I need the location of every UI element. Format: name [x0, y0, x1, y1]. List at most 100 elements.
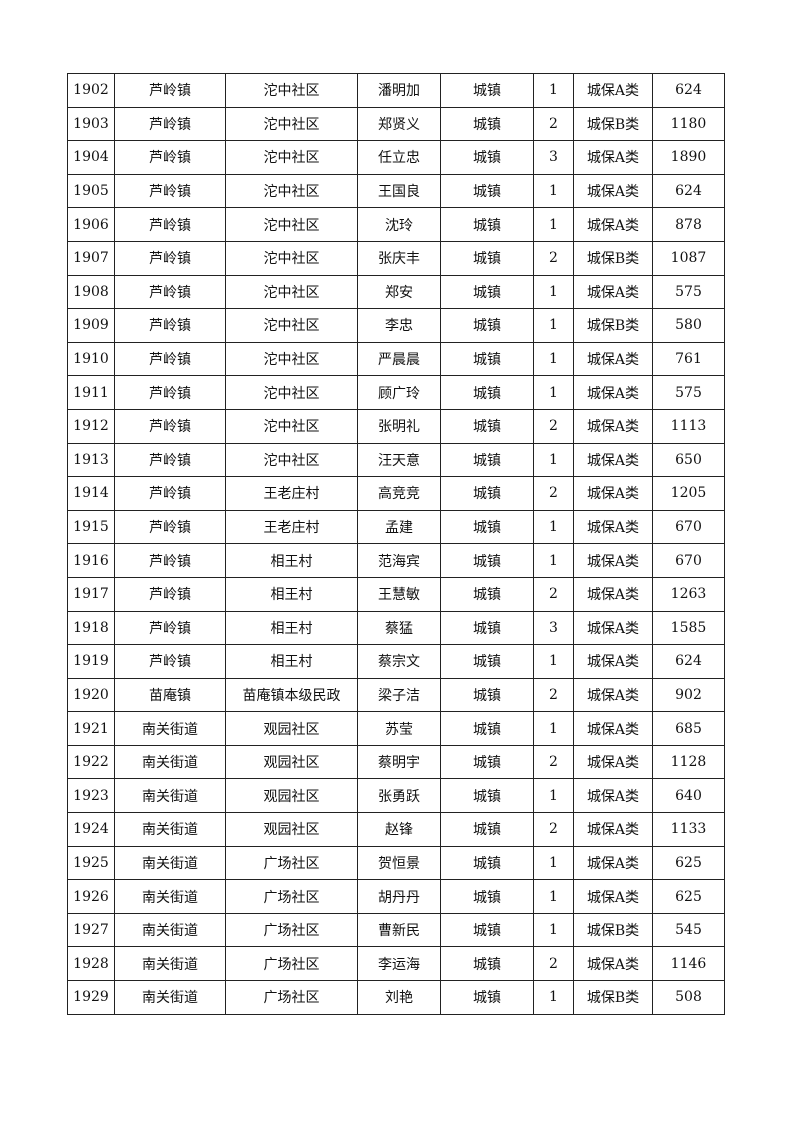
town-cell: 芦岭镇: [114, 173, 226, 209]
table-row: 1906 芦岭镇 沱中社区 沈玲 城镇 1 城保A类 878: [67, 207, 725, 242]
name-cell: 汪天意: [357, 442, 441, 478]
serial-number-cell: 1912: [67, 408, 115, 444]
town-cell: 苗庵镇: [114, 677, 226, 713]
category-cell: 城保A类: [573, 644, 653, 679]
area-type-cell: 城镇: [440, 106, 534, 142]
table-row: 1927 南关街道 广场社区 曹新民 城镇 1 城保B类 545: [67, 912, 725, 948]
category-cell: 城保A类: [573, 140, 653, 175]
amount-cell: 508: [652, 980, 725, 1015]
community-cell: 王老庄村: [225, 476, 358, 511]
table-row: 1903 芦岭镇 沱中社区 郑贤义 城镇 2 城保B类 1180: [67, 106, 725, 142]
area-type-cell: 城镇: [440, 442, 534, 478]
category-cell: 城保A类: [573, 543, 653, 578]
area-type-cell: 城镇: [440, 812, 534, 847]
household-size-cell: 2: [533, 744, 574, 780]
community-cell: 沱中社区: [225, 73, 358, 108]
area-type-cell: 城镇: [440, 744, 534, 780]
community-cell: 相王村: [225, 644, 358, 679]
community-cell: 沱中社区: [225, 308, 358, 343]
town-cell: 芦岭镇: [114, 207, 226, 242]
amount-cell: 878: [652, 207, 725, 242]
community-cell: 广场社区: [225, 912, 358, 948]
amount-cell: 625: [652, 845, 725, 881]
serial-number-cell: 1913: [67, 442, 115, 478]
community-cell: 王老庄村: [225, 509, 358, 545]
category-cell: 城保A类: [573, 946, 653, 982]
household-size-cell: 1: [533, 711, 574, 746]
name-cell: 苏莹: [357, 711, 441, 746]
amount-cell: 670: [652, 543, 725, 578]
table-row: 1929 南关街道 广场社区 刘艳 城镇 1 城保B类 508: [67, 980, 725, 1015]
amount-cell: 1205: [652, 476, 725, 511]
table-row: 1921 南关街道 观园社区 苏莹 城镇 1 城保A类 685: [67, 711, 725, 746]
area-type-cell: 城镇: [440, 879, 534, 914]
amount-cell: 1263: [652, 576, 725, 612]
area-type-cell: 城镇: [440, 711, 534, 746]
table-row: 1916 芦岭镇 相王村 范海宾 城镇 1 城保A类 670: [67, 543, 725, 578]
category-cell: 城保A类: [573, 845, 653, 881]
name-cell: 沈玲: [357, 207, 441, 242]
serial-number-cell: 1927: [67, 912, 115, 948]
amount-cell: 670: [652, 509, 725, 545]
household-size-cell: 2: [533, 106, 574, 142]
table-row: 1909 芦岭镇 沱中社区 李忠 城镇 1 城保B类 580: [67, 308, 725, 343]
amount-cell: 624: [652, 644, 725, 679]
town-cell: 芦岭镇: [114, 375, 226, 410]
area-type-cell: 城镇: [440, 173, 534, 209]
serial-number-cell: 1907: [67, 240, 115, 276]
category-cell: 城保A类: [573, 408, 653, 444]
amount-cell: 640: [652, 778, 725, 814]
amount-cell: 1113: [652, 408, 725, 444]
name-cell: 胡丹丹: [357, 879, 441, 914]
name-cell: 范海宾: [357, 543, 441, 578]
name-cell: 蔡猛: [357, 610, 441, 646]
town-cell: 芦岭镇: [114, 140, 226, 175]
household-size-cell: 2: [533, 677, 574, 713]
area-type-cell: 城镇: [440, 644, 534, 679]
household-size-cell: 1: [533, 308, 574, 343]
household-size-cell: 3: [533, 610, 574, 646]
community-cell: 沱中社区: [225, 240, 358, 276]
category-cell: 城保B类: [573, 980, 653, 1015]
name-cell: 张勇跃: [357, 778, 441, 814]
category-cell: 城保A类: [573, 610, 653, 646]
town-cell: 芦岭镇: [114, 576, 226, 612]
household-size-cell: 1: [533, 778, 574, 814]
area-type-cell: 城镇: [440, 610, 534, 646]
town-cell: 南关街道: [114, 980, 226, 1015]
household-size-cell: 2: [533, 408, 574, 444]
table-row: 1907 芦岭镇 沱中社区 张庆丰 城镇 2 城保B类 1087: [67, 240, 725, 276]
category-cell: 城保A类: [573, 73, 653, 108]
household-size-cell: 1: [533, 274, 574, 310]
category-cell: 城保A类: [573, 711, 653, 746]
town-cell: 南关街道: [114, 912, 226, 948]
household-size-cell: 1: [533, 341, 574, 377]
community-cell: 广场社区: [225, 879, 358, 914]
name-cell: 蔡宗文: [357, 644, 441, 679]
name-cell: 王慧敏: [357, 576, 441, 612]
serial-number-cell: 1928: [67, 946, 115, 982]
serial-number-cell: 1923: [67, 778, 115, 814]
table-row: 1905 芦岭镇 沱中社区 王国良 城镇 1 城保A类 624: [67, 173, 725, 209]
household-size-cell: 1: [533, 207, 574, 242]
serial-number-cell: 1904: [67, 140, 115, 175]
amount-cell: 650: [652, 442, 725, 478]
category-cell: 城保B类: [573, 240, 653, 276]
community-cell: 沱中社区: [225, 341, 358, 377]
table-row: 1920 苗庵镇 苗庵镇本级民政 梁子洁 城镇 2 城保A类 902: [67, 677, 725, 713]
name-cell: 刘艳: [357, 980, 441, 1015]
amount-cell: 545: [652, 912, 725, 948]
household-size-cell: 1: [533, 73, 574, 108]
table-row: 1913 芦岭镇 沱中社区 汪天意 城镇 1 城保A类 650: [67, 442, 725, 478]
town-cell: 南关街道: [114, 879, 226, 914]
amount-cell: 575: [652, 375, 725, 410]
serial-number-cell: 1910: [67, 341, 115, 377]
household-size-cell: 1: [533, 375, 574, 410]
serial-number-cell: 1915: [67, 509, 115, 545]
town-cell: 芦岭镇: [114, 308, 226, 343]
category-cell: 城保A类: [573, 207, 653, 242]
household-size-cell: 2: [533, 812, 574, 847]
name-cell: 张庆丰: [357, 240, 441, 276]
table-row: 1926 南关街道 广场社区 胡丹丹 城镇 1 城保A类 625: [67, 879, 725, 914]
category-cell: 城保A类: [573, 476, 653, 511]
